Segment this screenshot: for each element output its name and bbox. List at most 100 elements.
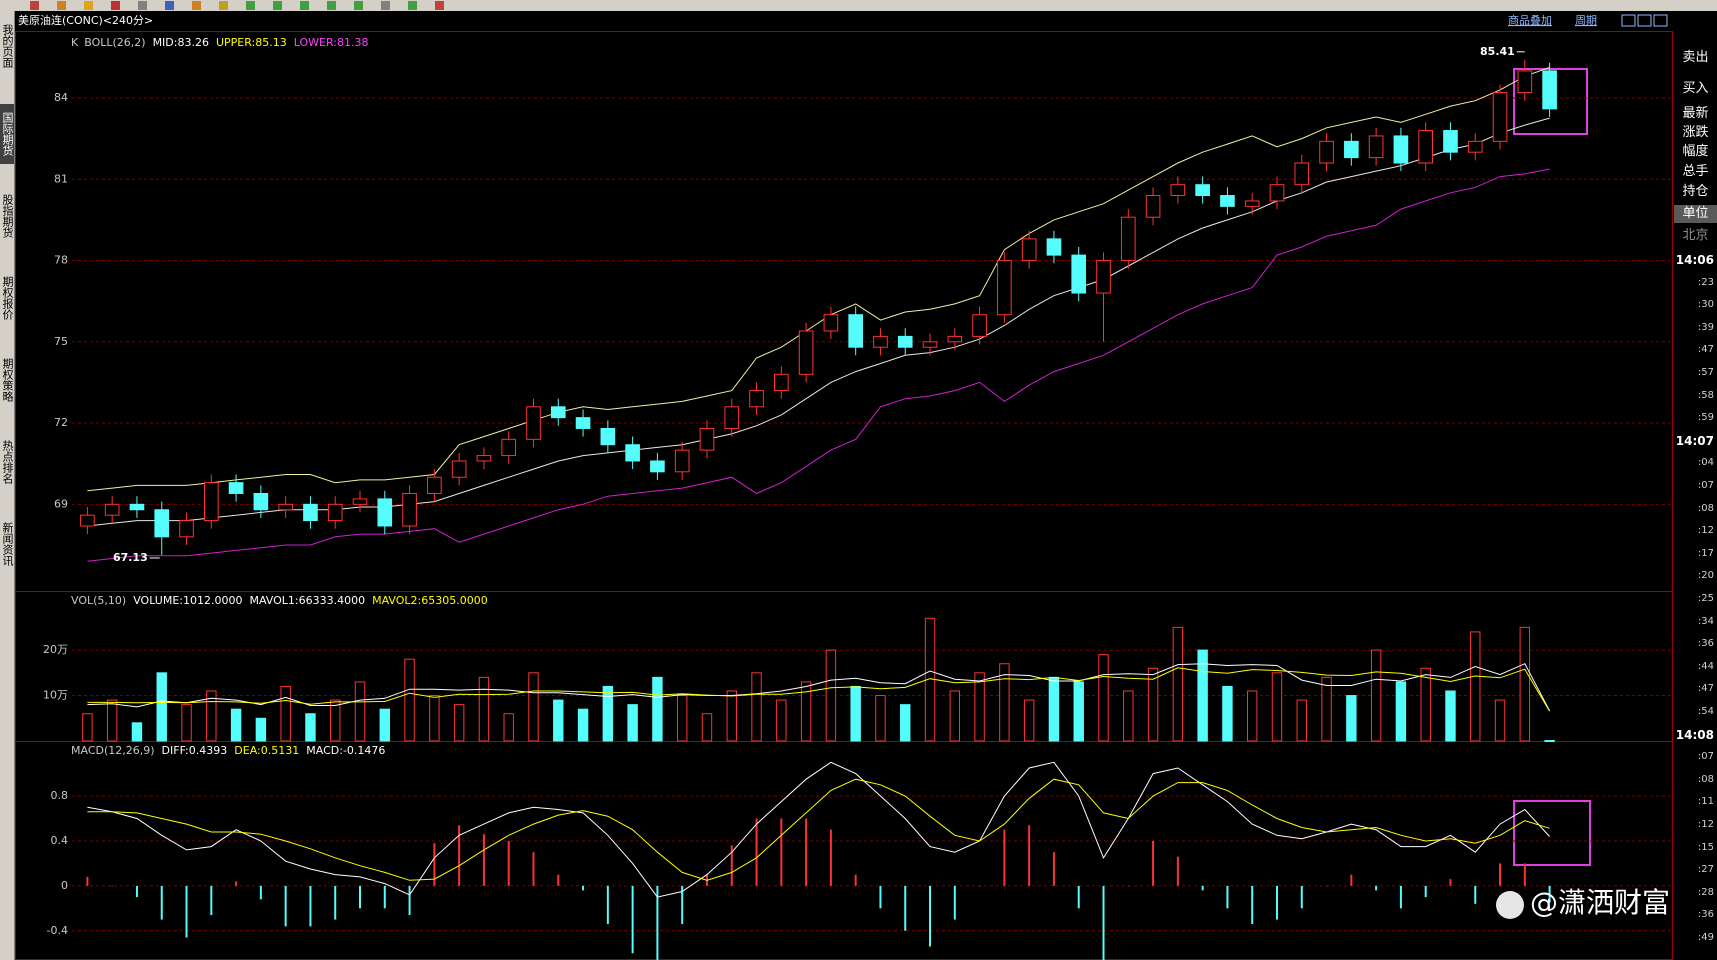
window-button[interactable]	[1637, 14, 1652, 27]
toolbar-icon[interactable]	[435, 1, 444, 10]
macd-bar	[631, 885, 634, 954]
volume-bar	[1098, 654, 1109, 742]
candle-body	[749, 390, 764, 408]
toolbar-icon[interactable]	[408, 1, 417, 10]
volume-bar	[850, 685, 861, 742]
trade-time: 14:07	[1675, 433, 1714, 448]
trade-time: :23	[1697, 276, 1714, 288]
quote-label: 卖出	[1682, 50, 1709, 65]
trade-time: 14:06	[1675, 253, 1714, 267]
toolbar-icon[interactable]	[138, 1, 147, 10]
trade-time: :47	[1697, 344, 1714, 356]
candle-body	[575, 417, 591, 429]
macd-bar	[1325, 885, 1328, 887]
sidebar-tab[interactable]: 期权报价	[1, 276, 14, 320]
y-tick-label: 81	[54, 172, 68, 185]
candle-body	[600, 427, 616, 446]
toolbar-icon[interactable]	[246, 1, 255, 10]
candle-body	[947, 335, 963, 343]
sidebar-tab[interactable]: 期权策略	[1, 358, 14, 402]
volume-bar	[330, 699, 341, 742]
macd-bar	[507, 840, 510, 886]
macd-bar	[1052, 852, 1055, 886]
trade-time: :08	[1697, 502, 1714, 514]
volume-bar	[1147, 667, 1159, 742]
macd-bar	[1226, 885, 1229, 909]
trade-time: :17	[1697, 547, 1714, 559]
trade-time: :07	[1697, 480, 1714, 491]
volume-bar	[1519, 626, 1531, 742]
volume-bar	[875, 695, 886, 742]
trade-time: :08	[1697, 773, 1714, 785]
volume-bar	[429, 695, 440, 742]
candle-body	[352, 498, 368, 505]
volume-bar	[1172, 626, 1184, 742]
candle-body	[823, 314, 839, 332]
trade-time: :30	[1697, 299, 1714, 311]
sidebar-tab[interactable]: 我的页面	[1, 24, 14, 68]
candle-body	[699, 427, 715, 451]
sidebar-tab[interactable]: 国际期货	[0, 104, 14, 164]
candle-body	[402, 492, 417, 527]
candle-body	[1418, 130, 1434, 164]
toolbar	[0, 0, 1717, 11]
volume-bar	[1346, 695, 1357, 742]
candle-body	[1220, 195, 1235, 207]
candle-body	[1443, 130, 1458, 153]
macd-bar	[1474, 885, 1477, 904]
volume-bar	[528, 672, 539, 742]
window-button[interactable]	[1653, 14, 1668, 27]
toolbar-icon[interactable]	[165, 1, 174, 10]
trade-time: :54	[1697, 706, 1714, 717]
macd-bar	[730, 845, 733, 886]
header-text: K	[71, 36, 79, 49]
candle-body	[1542, 70, 1557, 110]
macd-bar	[829, 829, 832, 886]
candle-body	[674, 449, 690, 473]
candle-body	[1269, 184, 1285, 202]
header-text: MACD(12,26,9)	[71, 744, 155, 757]
toolbar-icon[interactable]	[192, 1, 201, 10]
watermark-logo	[1496, 891, 1524, 919]
toolbar-icon[interactable]	[84, 1, 93, 10]
overlay-link[interactable]: 商品叠加	[1508, 13, 1552, 27]
toolbar-icon[interactable]	[300, 1, 309, 10]
macd-bar	[135, 885, 138, 898]
quote-label: 涨跌	[1682, 125, 1709, 140]
volume-bar	[974, 672, 985, 742]
toolbar-icon[interactable]	[354, 1, 363, 10]
candle-body	[278, 503, 293, 511]
toolbar-icon[interactable]	[111, 1, 120, 10]
trade-time: :59	[1697, 412, 1714, 424]
period-link[interactable]: 周期	[1575, 14, 1597, 27]
volume-bar	[82, 713, 93, 742]
sidebar-tab[interactable]: 热点排名	[1, 440, 14, 484]
macd-bar	[1548, 885, 1551, 903]
candle-body	[798, 330, 814, 375]
volume-bar	[627, 704, 638, 742]
sidebar-tab[interactable]: 股指期货	[1, 194, 14, 238]
y-tick-label: 20万	[43, 643, 68, 656]
toolbar-icon[interactable]	[219, 1, 228, 10]
header-text: 85.13	[255, 36, 287, 49]
sidebar: 我的页面国际期货股指期货期权报价期权策略热点排名新闻资讯	[0, 11, 15, 960]
macd-bar	[433, 843, 436, 886]
candle-body	[1368, 135, 1384, 159]
toolbar-icon[interactable]	[30, 1, 39, 10]
toolbar-icon[interactable]	[327, 1, 336, 10]
toolbar-icon[interactable]	[57, 1, 66, 10]
candle-body	[1071, 254, 1087, 294]
trade-time: :04	[1697, 457, 1714, 469]
macd-bar	[904, 885, 907, 931]
volume-bar	[825, 649, 837, 742]
volume-bar	[1296, 699, 1307, 742]
sidebar-tab[interactable]: 新闻资讯	[1, 522, 14, 566]
window-button[interactable]	[1621, 14, 1636, 27]
trade-time: :28	[1697, 886, 1714, 898]
quote-label: 单位	[1674, 205, 1717, 223]
y-tick-label: 0.8	[51, 789, 69, 802]
boll-line	[87, 66, 1550, 492]
toolbar-icon[interactable]	[381, 1, 390, 10]
toolbar-icon[interactable]	[273, 1, 282, 10]
macd-bar	[879, 885, 882, 909]
